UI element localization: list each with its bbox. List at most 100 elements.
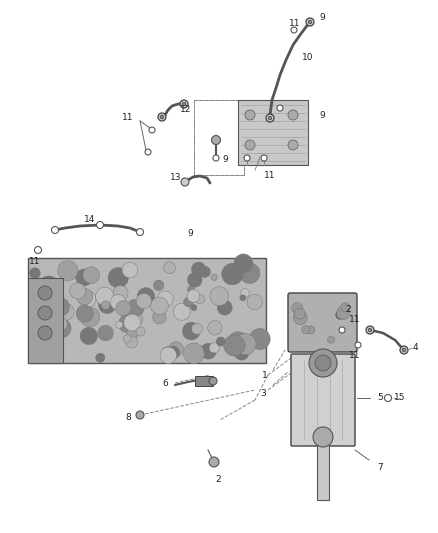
Circle shape: [355, 342, 361, 348]
Text: 7: 7: [377, 464, 383, 472]
Circle shape: [180, 100, 188, 108]
Circle shape: [163, 262, 176, 273]
Circle shape: [199, 266, 210, 278]
Circle shape: [132, 314, 143, 325]
Circle shape: [266, 114, 274, 122]
Circle shape: [70, 283, 86, 299]
Bar: [317, 445, 329, 500]
Circle shape: [80, 307, 100, 327]
Circle shape: [38, 276, 59, 297]
Circle shape: [209, 457, 219, 467]
Circle shape: [294, 308, 305, 319]
Circle shape: [101, 301, 110, 310]
Text: 9: 9: [319, 13, 325, 22]
Bar: [238, 100, 308, 165]
Circle shape: [57, 303, 74, 320]
Circle shape: [245, 140, 255, 150]
Circle shape: [158, 113, 166, 121]
Text: 11: 11: [29, 257, 41, 266]
Circle shape: [307, 326, 315, 334]
Circle shape: [153, 280, 164, 290]
Circle shape: [368, 328, 372, 332]
Circle shape: [54, 318, 67, 330]
Circle shape: [187, 273, 202, 287]
Circle shape: [29, 268, 40, 279]
Circle shape: [80, 327, 97, 345]
Circle shape: [291, 27, 297, 33]
Text: 11: 11: [349, 316, 361, 325]
Circle shape: [95, 287, 114, 305]
Circle shape: [167, 346, 180, 359]
Circle shape: [96, 222, 103, 229]
Circle shape: [315, 355, 331, 371]
Circle shape: [244, 155, 250, 161]
Circle shape: [277, 105, 283, 111]
Circle shape: [160, 115, 164, 119]
Circle shape: [160, 347, 177, 364]
Polygon shape: [28, 258, 266, 363]
Circle shape: [249, 328, 270, 350]
Circle shape: [288, 110, 298, 120]
Circle shape: [127, 327, 139, 339]
Circle shape: [169, 342, 184, 357]
Text: 8: 8: [125, 414, 131, 423]
Circle shape: [306, 18, 314, 26]
Circle shape: [366, 326, 374, 334]
Circle shape: [51, 298, 70, 316]
Circle shape: [58, 261, 78, 280]
Circle shape: [110, 295, 126, 310]
Circle shape: [341, 303, 350, 312]
Circle shape: [209, 377, 217, 385]
Circle shape: [293, 311, 307, 325]
Circle shape: [217, 300, 232, 315]
Circle shape: [116, 321, 123, 328]
Circle shape: [292, 303, 303, 313]
Circle shape: [45, 290, 53, 299]
FancyBboxPatch shape: [288, 293, 357, 352]
Circle shape: [124, 314, 141, 331]
Circle shape: [136, 293, 152, 309]
Circle shape: [99, 296, 116, 313]
Circle shape: [183, 322, 200, 340]
Text: 6: 6: [162, 378, 168, 387]
Circle shape: [184, 297, 193, 306]
Text: 9: 9: [222, 156, 228, 165]
Text: 10: 10: [302, 53, 314, 62]
Circle shape: [38, 326, 52, 340]
Circle shape: [161, 346, 177, 363]
Circle shape: [182, 102, 186, 106]
Text: 9: 9: [319, 110, 325, 119]
Circle shape: [308, 20, 312, 24]
Circle shape: [127, 300, 144, 317]
Circle shape: [309, 349, 337, 377]
Text: 2: 2: [345, 305, 351, 314]
Circle shape: [247, 294, 262, 310]
Circle shape: [187, 286, 194, 293]
Circle shape: [157, 291, 173, 307]
Text: 11: 11: [289, 19, 301, 28]
Text: 4: 4: [412, 343, 418, 352]
Circle shape: [124, 335, 131, 343]
Circle shape: [385, 394, 392, 401]
Circle shape: [313, 427, 333, 447]
Circle shape: [288, 140, 298, 150]
Circle shape: [339, 327, 345, 333]
Circle shape: [234, 254, 253, 273]
Circle shape: [35, 246, 42, 254]
Circle shape: [222, 263, 243, 285]
Circle shape: [137, 288, 155, 305]
Circle shape: [181, 178, 189, 186]
Circle shape: [211, 274, 217, 280]
Circle shape: [116, 301, 131, 316]
Circle shape: [245, 110, 255, 120]
Text: 5: 5: [377, 393, 383, 402]
Circle shape: [209, 343, 219, 353]
Text: 13: 13: [170, 174, 182, 182]
Circle shape: [122, 262, 138, 278]
Circle shape: [235, 334, 256, 355]
Circle shape: [119, 314, 137, 333]
Circle shape: [336, 311, 344, 319]
Circle shape: [195, 295, 205, 304]
Circle shape: [145, 149, 151, 155]
Circle shape: [191, 262, 206, 276]
